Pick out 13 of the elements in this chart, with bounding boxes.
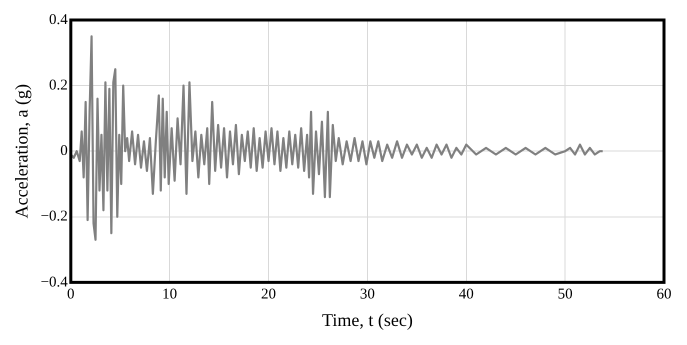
y-tick-label: 0.4 — [49, 12, 68, 28]
x-tick-label: 50 — [558, 286, 573, 302]
y-tick-label: 0 — [60, 143, 68, 160]
x-tick-label: 40 — [458, 286, 474, 302]
x-axis-title: Time, t (sec) — [322, 310, 413, 330]
y-axis-title: Acceleration, a (g) — [12, 84, 32, 218]
y-tick-label: −0.2 — [40, 208, 68, 225]
y-tick-label: −0.4 — [40, 274, 68, 290]
x-tick-label: 30 — [360, 286, 375, 302]
x-tick-label: 20 — [261, 286, 276, 302]
y-tick-label: 0.2 — [49, 78, 68, 94]
x-tick-label: 60 — [656, 286, 672, 302]
x-tick-label: 10 — [162, 286, 178, 302]
